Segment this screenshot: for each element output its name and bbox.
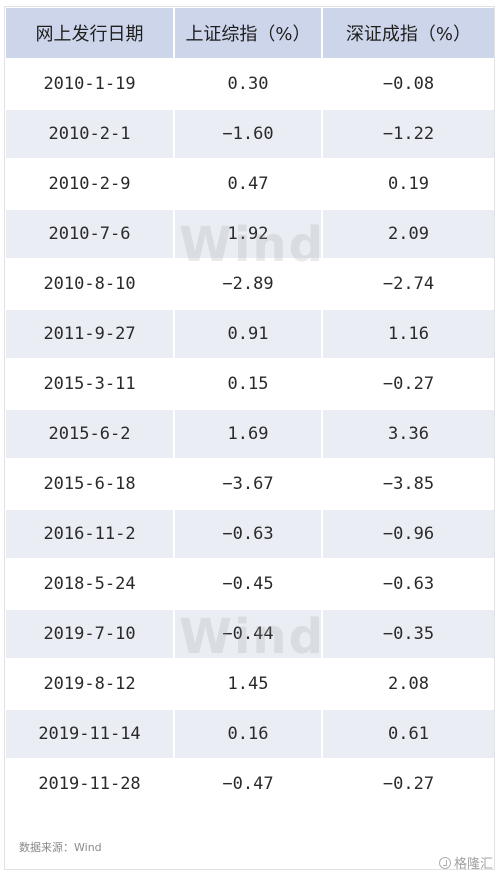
cell-shenzhen: 2.08 bbox=[321, 658, 494, 709]
header-date: 网上发行日期 bbox=[6, 8, 174, 59]
table-row: 2019-8-12 1.45 2.08 bbox=[6, 658, 494, 709]
table-row: 2011-9-27 0.91 1.16 bbox=[6, 308, 494, 359]
cell-shanghai: 1.69 bbox=[173, 408, 322, 459]
table-row: 2018-5-24 −0.45 −0.63 bbox=[6, 558, 494, 609]
table-card: 网上发行日期 上证综指（%） 深证成指（%） 2010-1-19 0.30 −0… bbox=[4, 6, 495, 870]
table-row: 2019-7-10 −0.44 −0.35 bbox=[6, 608, 494, 659]
cell-shanghai: −1.60 bbox=[173, 108, 322, 159]
data-source-note: 数据来源：Wind bbox=[19, 841, 102, 854]
cell-shanghai: 0.47 bbox=[173, 158, 322, 209]
brand-name: 格隆汇 bbox=[453, 857, 493, 872]
cell-shenzhen: −1.22 bbox=[321, 108, 494, 159]
cell-date: 2015-6-18 bbox=[6, 458, 174, 509]
table-row: 2010-1-19 0.30 −0.08 bbox=[6, 58, 494, 109]
cell-shanghai: 0.30 bbox=[173, 58, 322, 109]
cell-shanghai: 0.16 bbox=[173, 708, 322, 759]
cell-date: 2010-1-19 bbox=[6, 58, 174, 109]
table-row: 2016-11-2 −0.63 −0.96 bbox=[6, 508, 494, 559]
gelonghui-logo-icon bbox=[438, 856, 451, 869]
cell-date: 2019-8-12 bbox=[6, 658, 174, 709]
table-row: 2010-2-1 −1.60 −1.22 bbox=[6, 108, 494, 159]
cell-shenzhen: 0.19 bbox=[321, 158, 494, 209]
cell-shanghai: −3.67 bbox=[173, 458, 322, 509]
table-row: 2019-11-14 0.16 0.61 bbox=[6, 708, 494, 759]
cell-date: 2019-11-28 bbox=[6, 758, 174, 808]
table-row: 2015-6-18 −3.67 −3.85 bbox=[6, 458, 494, 509]
cell-shenzhen: −2.74 bbox=[321, 258, 494, 309]
cell-shenzhen: −0.27 bbox=[321, 358, 494, 409]
cell-date: 2018-5-24 bbox=[6, 558, 174, 609]
cell-shenzhen: −0.08 bbox=[321, 58, 494, 109]
cell-shanghai: −0.63 bbox=[173, 508, 322, 559]
cell-shanghai: 0.91 bbox=[173, 308, 322, 359]
cell-date: 2010-7-6 bbox=[6, 208, 174, 259]
cell-date: 2015-3-11 bbox=[6, 358, 174, 409]
table-row: 2010-7-6 1.92 2.09 bbox=[6, 208, 494, 259]
cell-shanghai: 1.45 bbox=[173, 658, 322, 709]
cell-shanghai: 0.15 bbox=[173, 358, 322, 409]
cell-date: 2016-11-2 bbox=[6, 508, 174, 559]
cell-shenzhen: 2.09 bbox=[321, 208, 494, 259]
table-row: 2010-2-9 0.47 0.19 bbox=[6, 158, 494, 209]
cell-shenzhen: 1.16 bbox=[321, 308, 494, 359]
cell-date: 2010-8-10 bbox=[6, 258, 174, 309]
cell-shanghai: 1.92 bbox=[173, 208, 322, 259]
cell-date: 2010-2-1 bbox=[6, 108, 174, 159]
table-row: 2010-8-10 −2.89 −2.74 bbox=[6, 258, 494, 309]
cell-shanghai: −2.89 bbox=[173, 258, 322, 309]
cell-date: 2010-2-9 bbox=[6, 158, 174, 209]
table-row: 2015-3-11 0.15 −0.27 bbox=[6, 358, 494, 409]
header-shanghai: 上证综指（%） bbox=[173, 8, 322, 59]
cell-shenzhen: −0.27 bbox=[321, 758, 494, 808]
cell-shanghai: −0.47 bbox=[173, 758, 322, 808]
table-header-row: 网上发行日期 上证综指（%） 深证成指（%） bbox=[6, 8, 494, 59]
cell-date: 2011-9-27 bbox=[6, 308, 174, 359]
cell-shenzhen: −0.96 bbox=[321, 508, 494, 559]
table-row: 2019-11-28 −0.47 −0.27 bbox=[6, 758, 494, 808]
brand-watermark: 格隆汇 bbox=[438, 853, 493, 872]
cell-shenzhen: −0.35 bbox=[321, 608, 494, 659]
cell-shenzhen: 3.36 bbox=[321, 408, 494, 459]
table-row: 2015-6-2 1.69 3.36 bbox=[6, 408, 494, 459]
cell-shenzhen: −3.85 bbox=[321, 458, 494, 509]
header-shenzhen: 深证成指（%） bbox=[321, 8, 494, 59]
cell-date: 2015-6-2 bbox=[6, 408, 174, 459]
ipo-index-table: 网上发行日期 上证综指（%） 深证成指（%） 2010-1-19 0.30 −0… bbox=[6, 8, 494, 808]
cell-shenzhen: 0.61 bbox=[321, 708, 494, 759]
cell-date: 2019-11-14 bbox=[6, 708, 174, 759]
cell-shanghai: −0.45 bbox=[173, 558, 322, 609]
cell-shenzhen: −0.63 bbox=[321, 558, 494, 609]
cell-shanghai: −0.44 bbox=[173, 608, 322, 659]
cell-date: 2019-7-10 bbox=[6, 608, 174, 659]
